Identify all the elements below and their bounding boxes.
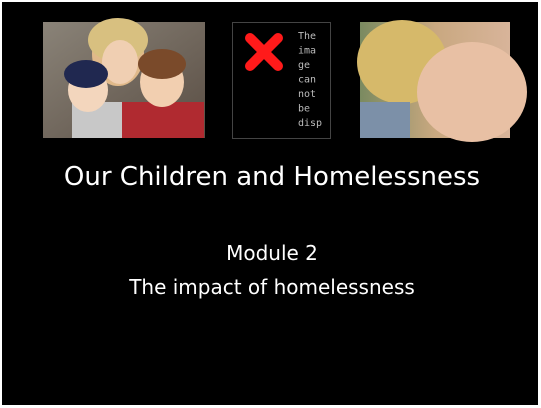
broken-image-text: ge <box>298 60 310 71</box>
broken-image-text: not <box>298 89 316 100</box>
slide-title: Our Children and Homelessness <box>64 162 480 192</box>
broken-image-text: be <box>298 104 310 115</box>
sleeping-photo <box>357 20 527 142</box>
page: The ima ge can not be disp Our Children and Ho… <box>0 0 541 408</box>
broken-image: The ima ge can not be disp <box>233 23 331 139</box>
subtitle-line: The impact of homelessness <box>128 275 415 299</box>
broken-image-text: disp <box>298 118 322 129</box>
slide-canvas: The ima ge can not be disp Our Children and Ho… <box>2 2 538 405</box>
family-photo <box>43 18 205 138</box>
slide: The ima ge can not be disp Our Children and Ho… <box>2 2 538 405</box>
broken-image-text: can <box>298 75 316 86</box>
subtitle-line: Module 2 <box>226 241 318 265</box>
broken-image-text: ima <box>298 46 316 57</box>
broken-image-text: The <box>298 31 316 42</box>
